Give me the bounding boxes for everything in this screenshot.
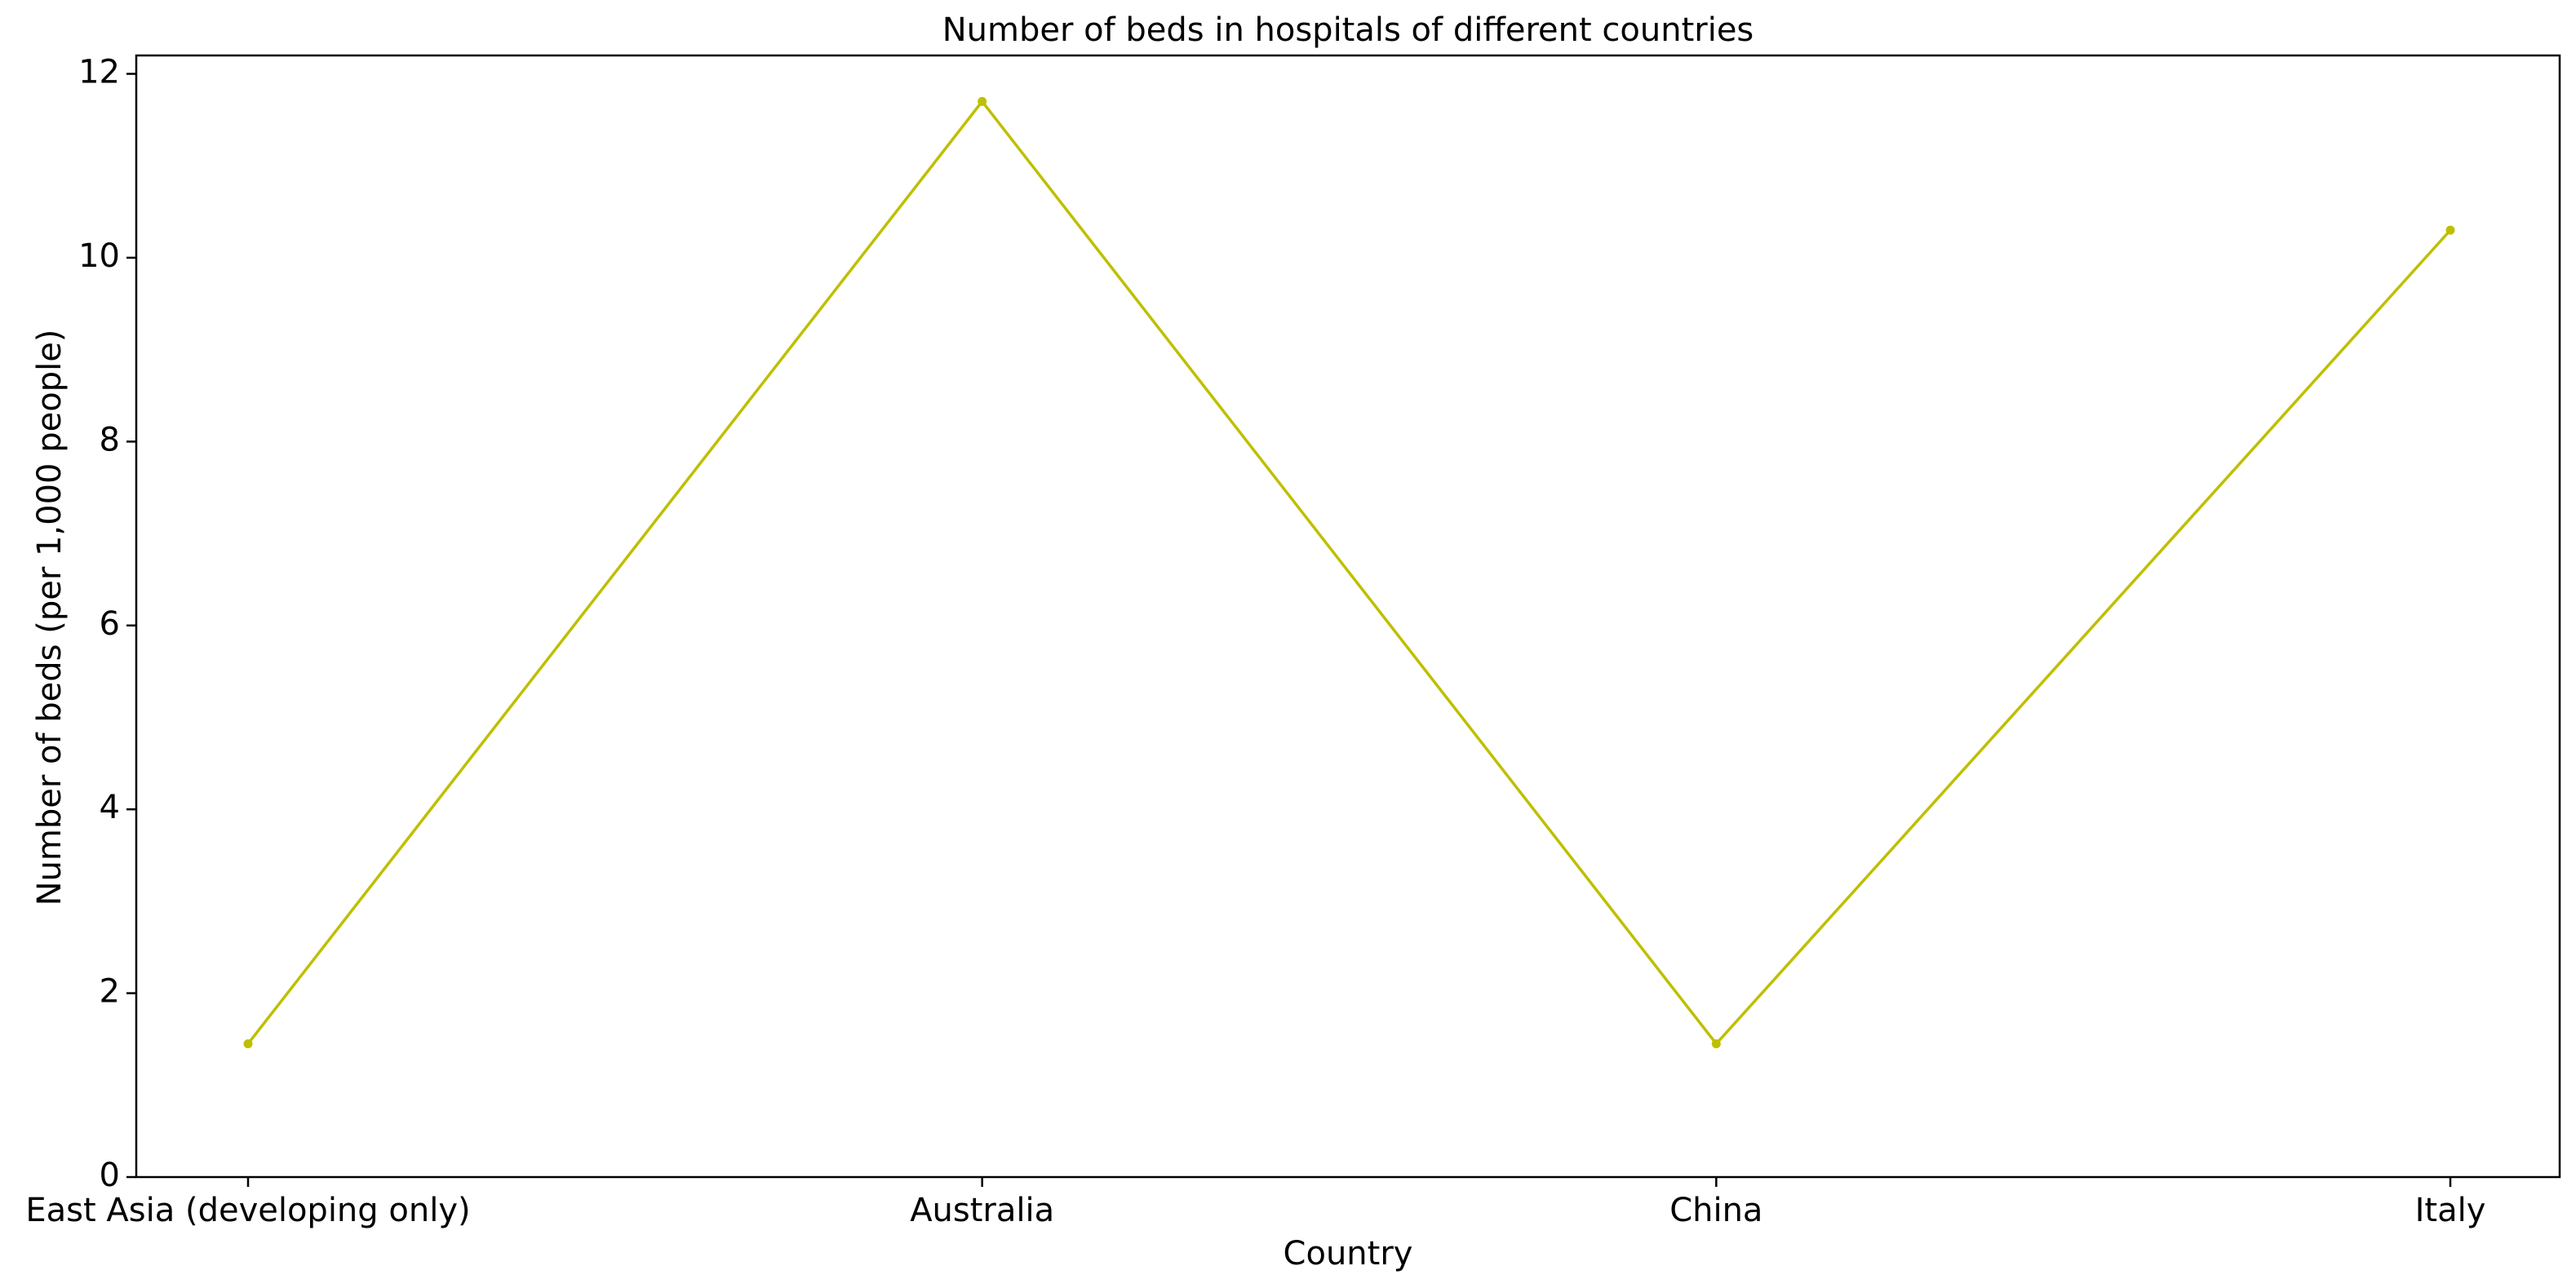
y-tick-label: 2: [100, 973, 120, 1011]
x-tick-label: Australia: [910, 1192, 1054, 1229]
data-point: [2445, 225, 2455, 235]
x-tick-label: East Asia (developing only): [25, 1192, 470, 1229]
y-tick-label: 8: [100, 421, 120, 458]
y-tick-label: 12: [78, 54, 120, 91]
x-tick-label: Italy: [2415, 1192, 2486, 1229]
data-point: [1711, 1039, 1721, 1049]
x-axis-label: Country: [1284, 1235, 1413, 1273]
y-axis: 0 2 4 6 8 10 12: [78, 54, 136, 1194]
y-axis-label: Number of beds (per 1,000 people): [31, 330, 69, 906]
data-point: [243, 1039, 253, 1049]
plot-frame: [135, 54, 2561, 1179]
series-line: [246, 100, 2452, 1046]
x-tick-label: China: [1669, 1192, 1762, 1229]
y-tick-label: 10: [78, 237, 120, 275]
x-axis: East Asia (developing only) Australia Chin…: [25, 1177, 2485, 1229]
y-tick-label: 6: [100, 605, 120, 643]
y-tick-label: 0: [100, 1157, 120, 1194]
data-point: [978, 96, 987, 106]
y-tick-label: 4: [100, 789, 120, 826]
series-layer: [243, 96, 2455, 1049]
chart-title: Number of beds in hospitals of different…: [942, 11, 1754, 49]
